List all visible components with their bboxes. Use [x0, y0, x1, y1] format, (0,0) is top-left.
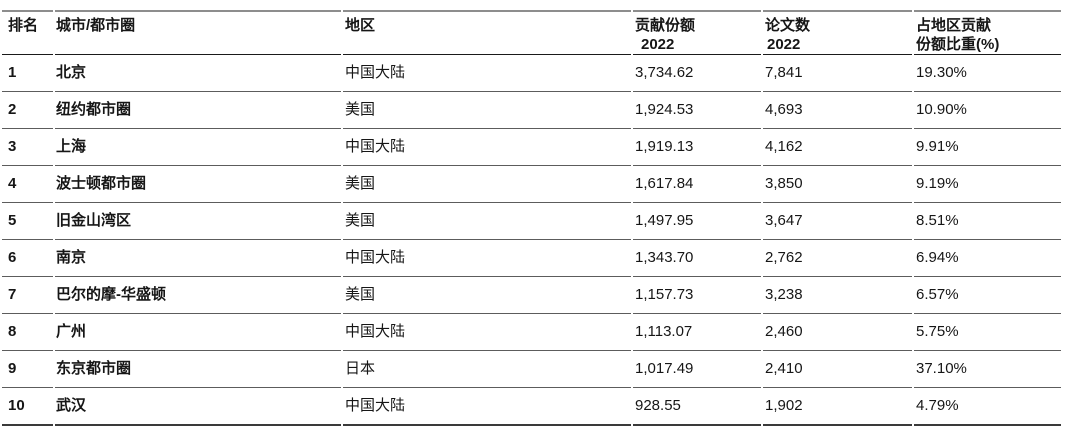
pct-cell: 6.94% [914, 240, 1061, 277]
pct-cell: 37.10% [914, 351, 1061, 388]
col-header-region: 地区 [343, 10, 631, 55]
rank-cell: 7 [2, 277, 53, 314]
papers-cell: 4,693 [763, 92, 912, 129]
table-row: 8 广州 中国大陆 1,113.07 2,460 5.75% [2, 314, 1061, 351]
region-cell: 中国大陆 [343, 129, 631, 166]
region-cell: 美国 [343, 277, 631, 314]
table-row: 2 纽约都市圈 美国 1,924.53 4,693 10.90% [2, 92, 1061, 129]
city-cell: 上海 [55, 129, 341, 166]
col-header-city: 城市/都市圈 [55, 10, 341, 55]
share-cell: 1,343.70 [633, 240, 761, 277]
table-row: 4 波士顿都市圈 美国 1,617.84 3,850 9.19% [2, 166, 1061, 203]
city-cell: 纽约都市圈 [55, 92, 341, 129]
col-header-papers-label-line2: 2022 [767, 36, 801, 53]
col-header-rank: 排名 [2, 10, 53, 55]
col-header-share-label-line2: 2022 [641, 36, 675, 53]
share-cell: 1,497.95 [633, 203, 761, 240]
papers-cell: 3,647 [763, 203, 912, 240]
region-cell: 中国大陆 [343, 240, 631, 277]
pct-cell: 6.57% [914, 277, 1061, 314]
pct-cell: 4.79% [914, 388, 1061, 426]
pct-cell: 19.30% [914, 55, 1061, 92]
pct-cell: 9.91% [914, 129, 1061, 166]
rank-cell: 2 [2, 92, 53, 129]
col-header-pct-label-line2: 份额比重(%) [916, 36, 1000, 53]
table-row: 6 南京 中国大陆 1,343.70 2,762 6.94% [2, 240, 1061, 277]
region-cell: 中国大陆 [343, 55, 631, 92]
rank-cell: 3 [2, 129, 53, 166]
city-cell: 巴尔的摩-华盛顿 [55, 277, 341, 314]
pct-cell: 5.75% [914, 314, 1061, 351]
pct-cell: 9.19% [914, 166, 1061, 203]
region-cell: 美国 [343, 92, 631, 129]
papers-cell: 7,841 [763, 55, 912, 92]
rank-cell: 10 [2, 388, 53, 426]
city-contribution-ranking-table: 排名 城市/都市圈 地区 贡献份额 2022 论文数 2022 占地区贡献 [0, 10, 1063, 426]
city-cell: 南京 [55, 240, 341, 277]
city-cell: 东京都市圈 [55, 351, 341, 388]
rank-cell: 1 [2, 55, 53, 92]
papers-cell: 2,762 [763, 240, 912, 277]
papers-cell: 4,162 [763, 129, 912, 166]
share-cell: 1,017.49 [633, 351, 761, 388]
header-row: 排名 城市/都市圈 地区 贡献份额 2022 论文数 2022 占地区贡献 [2, 10, 1061, 55]
share-cell: 928.55 [633, 388, 761, 426]
col-header-region-label: 地区 [345, 17, 376, 34]
papers-cell: 3,238 [763, 277, 912, 314]
table-row: 7 巴尔的摩-华盛顿 美国 1,157.73 3,238 6.57% [2, 277, 1061, 314]
col-header-rank-label: 排名 [8, 17, 39, 34]
share-cell: 1,157.73 [633, 277, 761, 314]
table-row: 10 武汉 中国大陆 928.55 1,902 4.79% [2, 388, 1061, 426]
col-header-city-label: 城市/都市圈 [56, 17, 136, 34]
share-cell: 1,919.13 [633, 129, 761, 166]
col-header-papers-label-line1: 论文数 [765, 17, 811, 34]
city-cell: 广州 [55, 314, 341, 351]
share-cell: 1,113.07 [633, 314, 761, 351]
col-header-regional-share-pct: 占地区贡献 份额比重(%) [914, 10, 1061, 55]
rank-cell: 8 [2, 314, 53, 351]
col-header-papers: 论文数 2022 [763, 10, 912, 55]
table-row: 3 上海 中国大陆 1,919.13 4,162 9.91% [2, 129, 1061, 166]
region-cell: 中国大陆 [343, 388, 631, 426]
region-cell: 美国 [343, 203, 631, 240]
col-header-share: 贡献份额 2022 [633, 10, 761, 55]
region-cell: 日本 [343, 351, 631, 388]
table-row: 1 北京 中国大陆 3,734.62 7,841 19.30% [2, 55, 1061, 92]
col-header-pct-label-line1: 占地区贡献 [916, 17, 992, 34]
pct-cell: 10.90% [914, 92, 1061, 129]
share-cell: 1,617.84 [633, 166, 761, 203]
city-cell: 武汉 [55, 388, 341, 426]
rank-cell: 5 [2, 203, 53, 240]
papers-cell: 2,460 [763, 314, 912, 351]
papers-cell: 1,902 [763, 388, 912, 426]
share-cell: 1,924.53 [633, 92, 761, 129]
rank-cell: 9 [2, 351, 53, 388]
col-header-share-label-line1: 贡献份额 [635, 17, 696, 34]
papers-cell: 2,410 [763, 351, 912, 388]
share-cell: 3,734.62 [633, 55, 761, 92]
city-cell: 波士顿都市圈 [55, 166, 341, 203]
table-row: 9 东京都市圈 日本 1,017.49 2,410 37.10% [2, 351, 1061, 388]
rank-cell: 6 [2, 240, 53, 277]
pct-cell: 8.51% [914, 203, 1061, 240]
papers-cell: 3,850 [763, 166, 912, 203]
region-cell: 中国大陆 [343, 314, 631, 351]
region-cell: 美国 [343, 166, 631, 203]
city-cell: 旧金山湾区 [55, 203, 341, 240]
city-cell: 北京 [55, 55, 341, 92]
table-row: 5 旧金山湾区 美国 1,497.95 3,647 8.51% [2, 203, 1061, 240]
rank-cell: 4 [2, 166, 53, 203]
